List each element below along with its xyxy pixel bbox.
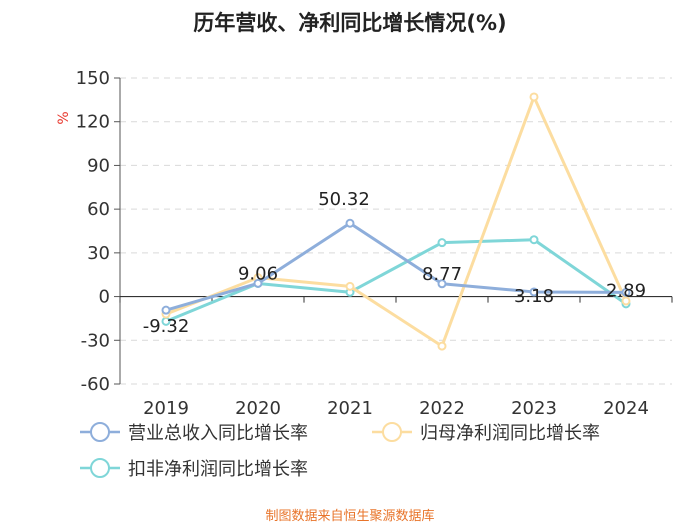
- y-tick-label: 150: [76, 68, 110, 89]
- data-point: [253, 278, 263, 288]
- y-tick-label: 60: [87, 199, 110, 220]
- y-axis-unit-label: %: [56, 111, 72, 124]
- data-point: [437, 341, 447, 351]
- data-point: [345, 218, 355, 228]
- legend-label: 归母净利润同比增长率: [420, 423, 600, 444]
- series-line-1: [165, 95, 628, 348]
- chart-title: 历年营收、净利同比增长情况(%): [193, 11, 506, 35]
- legend-label: 扣非净利润同比增长率: [128, 459, 308, 480]
- data-point: [529, 287, 539, 297]
- data-point: [621, 296, 631, 306]
- series-lines: [161, 92, 631, 351]
- data-point: [529, 92, 539, 102]
- data-point: [161, 305, 171, 315]
- x-tick-label: 2022: [419, 398, 465, 419]
- data-labels: -9.32 9.06 50.32 8.77 3.18 2.89: [143, 189, 646, 337]
- axes: -60 -30 0 30 60 90 120 150 2019 2020 2021 2022 2023 2…: [76, 68, 673, 419]
- y-tick-label: 120: [76, 112, 110, 133]
- y-tick-label: -60: [81, 374, 110, 395]
- data-point: [345, 281, 355, 291]
- x-tick-label: 2019: [143, 398, 189, 419]
- legend-marker: [90, 458, 110, 478]
- data-point: [529, 235, 539, 245]
- y-tick-label: 30: [87, 243, 110, 264]
- data-label: 9.06: [238, 263, 278, 284]
- data-point: [437, 238, 447, 248]
- source-footer: 制图数据来自恒生聚源数据库: [265, 508, 434, 524]
- x-tick-label: 2021: [327, 398, 373, 419]
- x-tick-label: 2020: [235, 398, 281, 419]
- x-tick-label: 2023: [511, 398, 557, 419]
- legend-label: 营业总收入同比增长率: [128, 423, 308, 444]
- data-point: [437, 279, 447, 289]
- legend-marker: [90, 422, 110, 442]
- data-label: 8.77: [422, 264, 462, 285]
- series-line-0: [165, 221, 627, 312]
- data-label: 50.32: [318, 189, 370, 210]
- y-tick-label: 0: [99, 287, 110, 308]
- y-tick-label: 90: [87, 155, 110, 176]
- data-point: [621, 287, 631, 297]
- series-line-2: [165, 238, 627, 323]
- data-label: 3.18: [514, 286, 554, 307]
- y-tick-label: -30: [81, 330, 110, 351]
- data-label: 2.89: [606, 280, 646, 301]
- data-label: -9.32: [143, 316, 190, 337]
- grid-lines: [120, 77, 672, 385]
- x-tick-label: 2024: [603, 398, 649, 419]
- legend-marker: [382, 422, 402, 442]
